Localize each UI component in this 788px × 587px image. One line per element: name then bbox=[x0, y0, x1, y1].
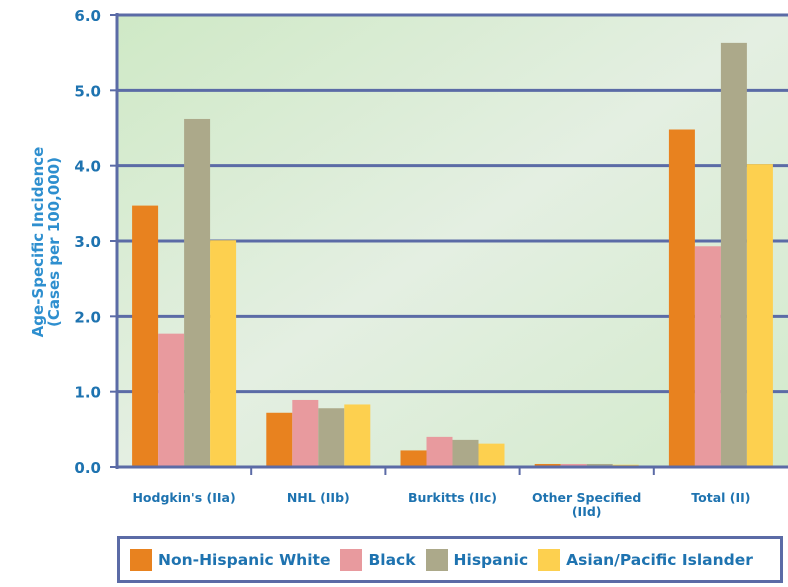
x-tick-label: Burkitts (IIc) bbox=[408, 490, 497, 505]
bar bbox=[184, 118, 211, 468]
bar bbox=[586, 463, 613, 467]
bar bbox=[534, 463, 561, 467]
legend-swatch bbox=[538, 548, 561, 571]
bar bbox=[344, 404, 371, 467]
y-tick-label: 2.0 bbox=[74, 308, 101, 326]
bar bbox=[668, 129, 695, 468]
y-tick-label: 1.0 bbox=[74, 384, 101, 402]
legend-item: Black bbox=[340, 548, 416, 571]
bar bbox=[426, 436, 453, 467]
bars bbox=[132, 42, 773, 468]
legend-item: Hispanic bbox=[425, 548, 529, 571]
bar bbox=[694, 246, 721, 467]
y-axis-label: Age-Specific Incidence(Cases per 100,000… bbox=[29, 147, 63, 338]
x-tick-label: Total (II) bbox=[691, 490, 750, 505]
bar bbox=[452, 439, 479, 467]
legend-label: Non-Hispanic White bbox=[158, 550, 331, 569]
x-tick-label: Hodgkin's (IIa) bbox=[132, 490, 235, 505]
bar bbox=[560, 463, 587, 467]
bar bbox=[318, 408, 345, 467]
legend: Non-Hispanic White Black Hispanic Asian/Pac… bbox=[117, 536, 783, 583]
y-tick-label: 5.0 bbox=[74, 82, 101, 100]
axes bbox=[115, 13, 788, 475]
y-tick-label: 3.0 bbox=[74, 233, 101, 251]
x-tick-label: Other Specified (IId) bbox=[532, 490, 641, 519]
legend-swatch bbox=[130, 548, 152, 571]
x-tick-label: NHL (IIb) bbox=[287, 490, 350, 505]
legend-label: Hispanic bbox=[453, 550, 529, 569]
bar bbox=[478, 443, 505, 467]
bar bbox=[266, 412, 293, 467]
y-tick-labels: 0.0 1.0 2.0 3.0 4.0 5.0 6.0 bbox=[74, 7, 101, 477]
legend-label: Black bbox=[368, 550, 416, 569]
y-tick-label: 6.0 bbox=[74, 7, 101, 25]
bar bbox=[158, 333, 185, 467]
x-tick-labels: Hodgkin's (IIa) NHL (IIb) Burkitts (IIc) Ot… bbox=[132, 490, 750, 519]
bar bbox=[720, 42, 747, 468]
bar bbox=[292, 399, 319, 467]
legend-swatch bbox=[425, 548, 448, 571]
legend-label: Asian/Pacific Islander bbox=[566, 550, 753, 569]
bar bbox=[400, 450, 427, 467]
bar bbox=[210, 240, 237, 467]
y-tick-label: 0.0 bbox=[74, 459, 101, 477]
bar bbox=[746, 164, 773, 467]
bar bbox=[132, 205, 159, 468]
legend-swatch bbox=[340, 548, 363, 571]
y-tick-label: 4.0 bbox=[74, 158, 101, 176]
legend-item: Non-Hispanic White bbox=[130, 548, 331, 571]
legend-item: Asian/Pacific Islander bbox=[538, 548, 753, 571]
